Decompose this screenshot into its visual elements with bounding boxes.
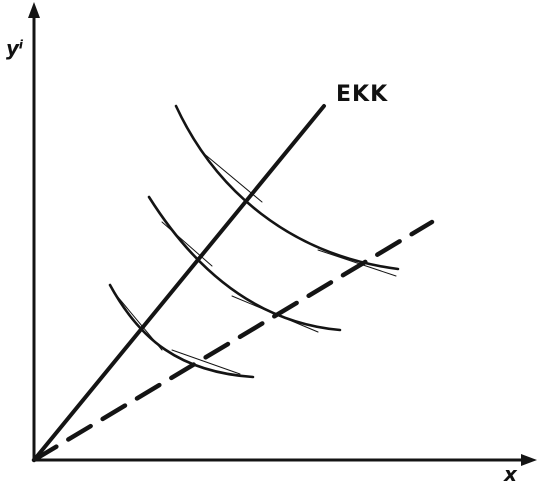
isoquant-curve-3 bbox=[174, 104, 400, 271]
tangent-line-1a bbox=[111, 289, 163, 351]
isoquant-curve-1 bbox=[108, 283, 255, 379]
ray-label: EKK bbox=[336, 82, 389, 107]
isoquant-curve-2 bbox=[147, 195, 342, 332]
ekk-ray bbox=[32, 104, 326, 462]
y-axis-label: yⁱ bbox=[6, 36, 24, 60]
tangent-line-3b bbox=[317, 249, 397, 277]
tangent-line-3a bbox=[201, 151, 263, 203]
x-axis-label: x bbox=[504, 462, 517, 486]
tangent-line-1b bbox=[171, 349, 241, 375]
tangent-line-2a bbox=[161, 221, 213, 267]
dashed-ray bbox=[31, 219, 435, 463]
x-axis-arrowhead bbox=[521, 454, 537, 466]
tangent-line-2b bbox=[231, 295, 319, 333]
y-axis-arrowhead bbox=[28, 2, 40, 18]
